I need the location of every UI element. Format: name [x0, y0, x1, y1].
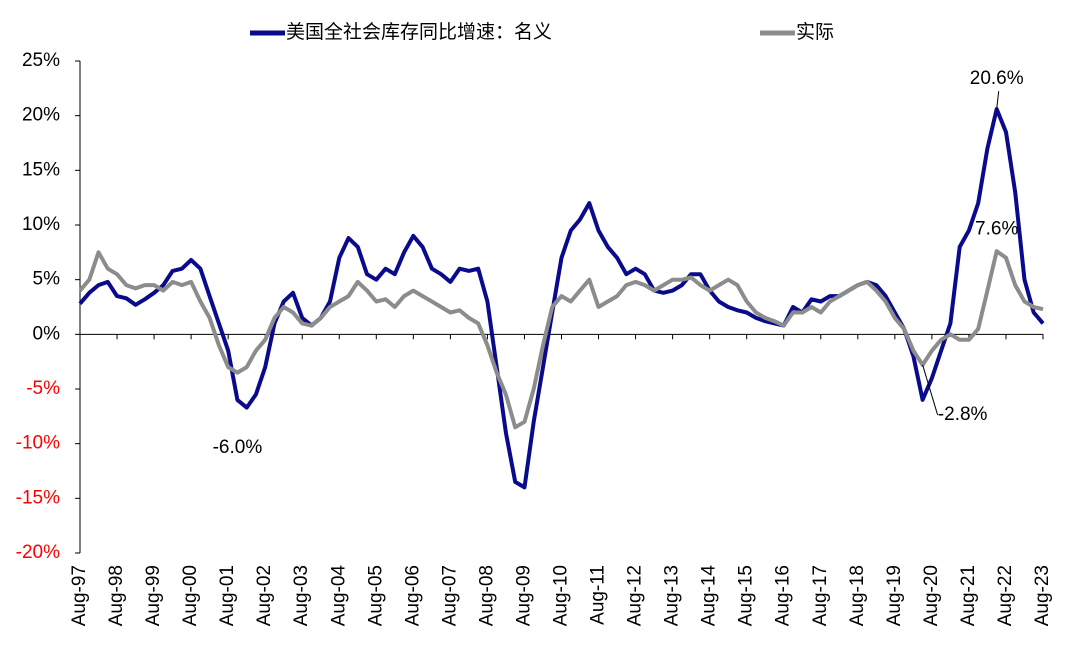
x-tick-label: Aug-12	[625, 565, 646, 626]
y-tick-label: 20%	[22, 105, 60, 126]
x-tick-label: Aug-02	[254, 565, 275, 626]
x-tick-label: Aug-05	[365, 565, 386, 626]
legend-label: 美国全社会库存同比增速：名义	[286, 21, 552, 43]
annotation: -6.0%	[213, 437, 263, 458]
x-tick-label: Aug-06	[402, 565, 423, 626]
x-tick-label: Aug-99	[143, 565, 164, 626]
line-series	[78, 107, 1045, 490]
y-tick-label: 5%	[33, 269, 61, 290]
y-tick-label: 15%	[22, 159, 60, 180]
x-tick-label: Aug-03	[291, 565, 312, 626]
x-tick-label: Aug-21	[958, 565, 979, 626]
x-tick-label: Aug-01	[217, 565, 238, 626]
y-tick-label: -15%	[16, 487, 60, 508]
x-tick-label: Aug-97	[69, 565, 90, 626]
x-tick-label: Aug-04	[328, 565, 349, 627]
x-tick-label: Aug-23	[1032, 565, 1053, 626]
annotation: 7.6%	[975, 218, 1018, 239]
x-tick-label: Aug-14	[699, 565, 720, 627]
x-tick-label: Aug-20	[921, 565, 942, 626]
y-tick-label: 10%	[22, 214, 60, 235]
x-tick-label: Aug-16	[773, 565, 794, 626]
x-tick-label: Aug-19	[884, 565, 905, 626]
legend-label: 实际	[796, 21, 834, 43]
x-tick-label: Aug-10	[551, 565, 572, 626]
leader-line	[922, 364, 939, 416]
line-series	[78, 249, 1044, 430]
x-tick-label: Aug-11	[588, 565, 609, 625]
x-tick-label: Aug-13	[662, 565, 683, 626]
y-tick-label: -10%	[16, 433, 60, 454]
x-tick-label: Aug-17	[810, 565, 831, 626]
x-tick-label: Aug-18	[847, 565, 868, 626]
x-tick-label: Aug-15	[736, 565, 757, 626]
x-tick-label: Aug-22	[995, 565, 1016, 626]
y-tick-label: -20%	[16, 542, 60, 563]
y-tick-label: 0%	[33, 323, 61, 344]
y-tick-label: 25%	[22, 50, 60, 71]
annotation: 20.6%	[970, 68, 1024, 89]
x-tick-label: Aug-09	[513, 565, 534, 626]
x-tick-label: Aug-07	[439, 565, 460, 626]
x-tick-label: Aug-00	[180, 565, 201, 626]
x-tick-label: Aug-98	[106, 565, 127, 626]
y-tick-label: -5%	[26, 378, 60, 399]
annotation: -2.8%	[938, 404, 988, 425]
leader-line	[996, 91, 1000, 110]
x-tick-label: Aug-08	[476, 565, 497, 626]
